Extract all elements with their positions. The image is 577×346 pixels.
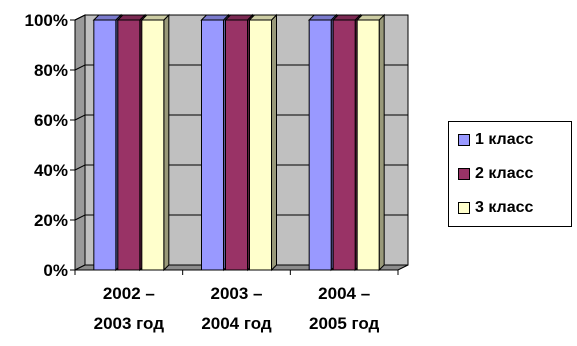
- bar: [224, 13, 254, 272]
- legend-swatch-1: [458, 134, 470, 146]
- bar-top: [248, 14, 278, 21]
- x-tick-label: 2004 год: [201, 314, 272, 333]
- y-axis: 0% 20% 40% 60% 80% 100%: [25, 11, 76, 280]
- bar: [92, 13, 123, 272]
- bar-front: [141, 19, 165, 271]
- bar-front: [93, 19, 117, 271]
- bar-front: [225, 19, 248, 271]
- gridline: [74, 64, 408, 71]
- y-tick-label: 60%: [34, 111, 68, 130]
- bar-top: [140, 14, 171, 21]
- gridline: [74, 214, 408, 221]
- legend-item-3: 3 класс: [458, 198, 533, 218]
- bar-top: [307, 14, 338, 21]
- bar-top: [92, 14, 123, 21]
- legend-swatch-2: [458, 168, 470, 180]
- bar-side: [378, 13, 385, 272]
- x-tick-label: 2003 год: [94, 314, 165, 333]
- legend-item-2: 2 класс: [458, 164, 533, 184]
- legend-label-2: 2 класс: [475, 165, 534, 182]
- bar: [116, 13, 147, 272]
- bar-side: [271, 13, 277, 272]
- y-tick-label: 100%: [25, 11, 68, 30]
- legend-item-1: 1 класс: [458, 130, 533, 150]
- bar-front: [249, 19, 272, 271]
- bar-top: [116, 14, 147, 21]
- bar: [200, 13, 230, 272]
- bar-front: [308, 19, 332, 271]
- legend: 1 класс 2 класс 3 класс: [448, 121, 572, 227]
- x-tick-label: 2004 –: [318, 284, 370, 303]
- bar-front: [117, 19, 141, 271]
- legend-label-1: 1 класс: [475, 131, 534, 148]
- gridline: [74, 164, 408, 171]
- bar: [248, 13, 278, 272]
- bar: [307, 13, 338, 272]
- bar: [331, 13, 362, 272]
- bar-front: [356, 19, 380, 271]
- bar: [140, 13, 171, 272]
- bar: [355, 13, 386, 272]
- bar-side: [163, 13, 170, 272]
- x-tick-label: 2003 –: [211, 284, 263, 303]
- bar-front: [332, 19, 356, 271]
- legend-label-3: 3 класс: [475, 199, 534, 216]
- gridlines: [74, 14, 408, 221]
- bar-top: [355, 14, 386, 21]
- x-axis: 2002 – 2003 год 2003 – 2004 год 2004 – 2005 г…: [74, 269, 399, 333]
- gridline: [74, 114, 408, 121]
- side-wall: [74, 14, 86, 271]
- gridline: [74, 14, 408, 21]
- bar-top: [200, 14, 230, 21]
- bar-top: [224, 14, 254, 21]
- bar-front: [201, 19, 224, 271]
- bars: [92, 13, 386, 272]
- y-tick-label: 0%: [43, 261, 68, 280]
- y-tick-label: 40%: [34, 161, 68, 180]
- bar-top: [331, 14, 362, 21]
- x-tick-label: 2002 –: [103, 284, 155, 303]
- legend-swatch-3: [458, 202, 470, 214]
- y-tick-label: 20%: [34, 211, 68, 230]
- x-tick-label: 2005 год: [309, 314, 380, 333]
- y-tick-label: 80%: [34, 61, 68, 80]
